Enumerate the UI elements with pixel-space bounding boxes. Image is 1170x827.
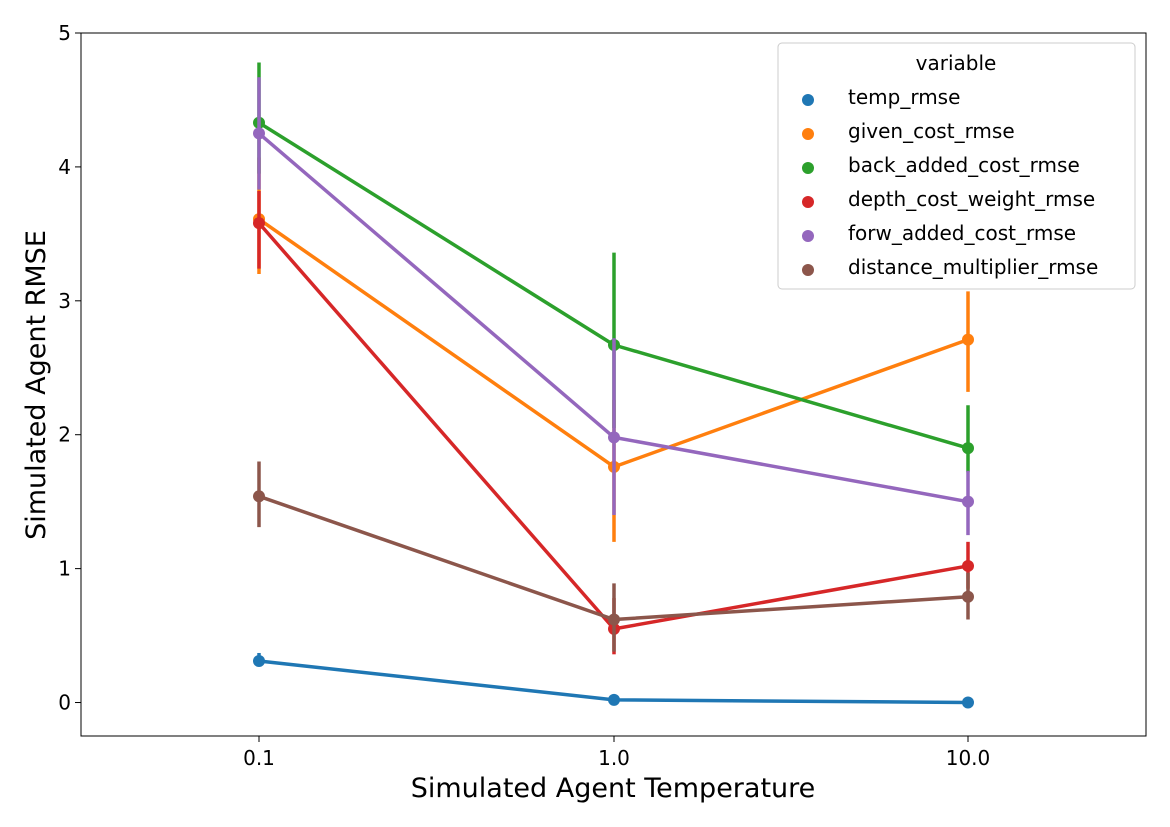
point-distance_multiplier_rmse-2	[962, 590, 974, 603]
legend-marker-depth_cost_weight_rmse	[802, 196, 814, 208]
legend-label-given_cost_rmse: given_cost_rmse	[848, 119, 1015, 143]
legend-marker-back_added_cost_rmse	[802, 162, 814, 174]
series-distance_multiplier_rmse	[253, 461, 974, 652]
point-temp_rmse-0	[253, 655, 265, 668]
legend-label-temp_rmse: temp_rmse	[848, 85, 960, 109]
legend-label-forw_added_cost_rmse: forw_added_cost_rmse	[848, 221, 1076, 245]
legend-marker-temp_rmse	[802, 94, 814, 106]
legend-marker-distance_multiplier_rmse	[802, 264, 814, 276]
y-tick-label-4: 4	[58, 155, 71, 179]
point-depth_cost_weight_rmse-0	[253, 217, 265, 230]
legend-frame	[777, 42, 1136, 290]
x-tick-label-2: 10.0	[946, 746, 991, 770]
y-tick-label-0: 0	[58, 691, 71, 715]
y-tick-label-5: 5	[58, 21, 71, 45]
legend-label-distance_multiplier_rmse: distance_multiplier_rmse	[848, 255, 1098, 279]
legend-label-back_added_cost_rmse: back_added_cost_rmse	[848, 153, 1080, 177]
point-depth_cost_weight_rmse-2	[962, 559, 974, 572]
point-forw_added_cost_rmse-1	[608, 431, 620, 444]
x-tick-label-0: 0.1	[243, 746, 275, 770]
legend-marker-forw_added_cost_rmse	[802, 230, 814, 242]
legend-marker-given_cost_rmse	[802, 128, 814, 140]
legend: variable temp_rmse given_cost_rmse back_ad…	[777, 42, 1136, 290]
point-forw_added_cost_rmse-2	[962, 495, 974, 508]
y-tick-label-1: 1	[58, 557, 71, 581]
y-tick-label-2: 2	[58, 423, 71, 447]
legend-title: variable	[916, 51, 997, 75]
y-axis-title: Simulated Agent RMSE	[21, 230, 52, 540]
series-layer	[253, 62, 974, 709]
x-tick-label-1: 1.0	[598, 746, 630, 770]
point-back_added_cost_rmse-2	[962, 442, 974, 455]
point-forw_added_cost_rmse-0	[253, 127, 265, 140]
point-given_cost_rmse-2	[962, 333, 974, 346]
legend-items: temp_rmse given_cost_rmse back_added_cost_…	[802, 85, 1098, 279]
point-temp_rmse-1	[608, 693, 620, 706]
point-distance_multiplier_rmse-1	[608, 613, 620, 626]
series-temp_rmse	[253, 652, 974, 709]
point-temp_rmse-2	[962, 696, 974, 709]
y-tick-label-3: 3	[58, 289, 71, 313]
legend-label-depth_cost_weight_rmse: depth_cost_weight_rmse	[848, 187, 1095, 211]
axes-layer: 0 1 2 3 4 5 0.1 1.0 10.0	[58, 21, 990, 770]
x-axis-title: Simulated Agent Temperature	[411, 773, 816, 804]
series-forw_added_cost_rmse	[253, 77, 974, 536]
point-distance_multiplier_rmse-0	[253, 490, 265, 503]
